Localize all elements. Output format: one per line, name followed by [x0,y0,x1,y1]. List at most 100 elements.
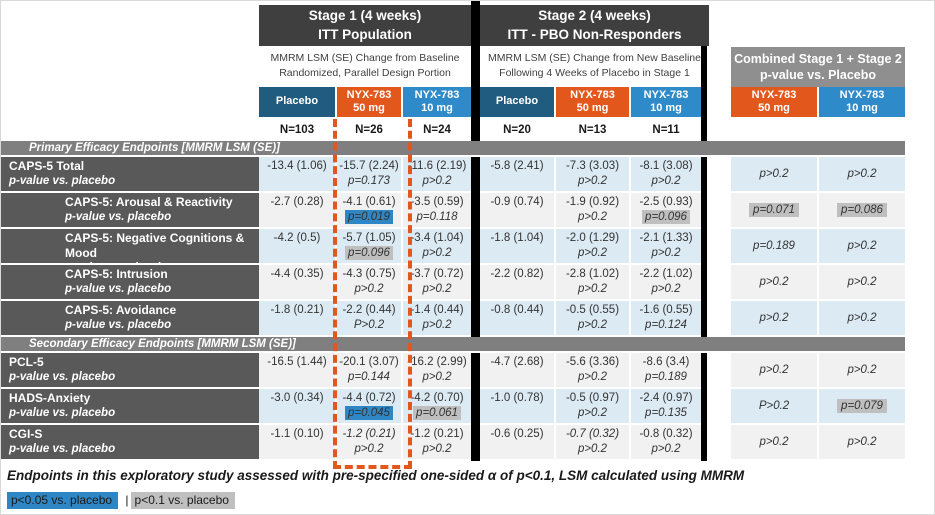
column-gap [707,193,731,229]
lsm-value: -8.1 (3.08) [639,160,693,172]
legend-separator: | [125,493,129,507]
column-header-stage2-nyx50: NYX-783 50 mg [556,87,629,117]
value-cell: -3.5 (0.59) p=0.118 [403,193,471,229]
p-value: p>0.2 [577,247,608,259]
value-cell: -16.2 (2.99) p>0.2 [403,353,471,389]
p-value: p>0.2 [651,175,681,187]
value-cell: -5.7 (1.05) p=0.096 [337,229,401,265]
p-value: p=0.189 [753,240,795,252]
p-value: p>0.2 [422,371,452,383]
stage1-subnote-line2: Randomized, Parallel Design Portion [279,67,451,79]
stage-divider [471,265,480,301]
lsm-value: -20.1 (3.07) [339,356,399,368]
combined-p-cell: p>0.2 [819,353,905,389]
p-value: p=0.071 [749,203,799,217]
p-value: p>0.2 [354,443,384,455]
column-gap [629,425,631,461]
lsm-value: -3.7 (0.72) [410,268,464,280]
stage-divider [471,353,480,389]
lsm-value: -2.2 (1.02) [639,268,693,280]
stage-divider [701,265,707,301]
endpoint-name: CAPS-5: Negative Cognitions & Mood [65,231,245,260]
column-gap [554,389,556,425]
value-cell: -20.1 (3.07) p=0.144 [337,353,401,389]
stage-divider [701,301,707,337]
column-header-combined-nyx10: NYX-783 10 mg [819,87,905,117]
legend: p<0.05 vs. placebo | p<0.1 vs. placebo [7,492,235,509]
lsm-value: -0.9 (0.74) [490,196,544,208]
lsm-value: -2.5 (0.93) [639,196,693,208]
stage-divider [701,389,707,425]
column-header-stage1-placebo: Placebo [259,87,335,117]
p-value: p=0.019 [345,210,393,224]
p-value: p>0.2 [651,443,681,455]
column-header-stage1-nyx50: NYX-783 50 mg [337,87,401,117]
column-gap [554,229,556,265]
column-gap [817,193,819,229]
stage2-subnote: MMRM LSM (SE) Change from New Baseline F… [480,49,709,83]
value-cell: -1.2 (0.21) p>0.2 [337,425,401,461]
p-value: p>0.2 [847,312,877,324]
column-gap [817,353,819,389]
p-value: p>0.2 [577,443,608,455]
column-gap [629,301,631,337]
p-value: p>0.2 [759,436,789,448]
lsm-value: -0.6 (0.25) [490,428,544,440]
lsm-value: -1.2 (0.21) [342,428,396,440]
column-header-stage2-nyx10: NYX-783 10 mg [631,87,701,117]
lsm-value: -8.6 (3.4) [642,356,690,368]
column-header-combined-nyx50: NYX-783 50 mg [731,87,817,117]
value-cell: -4.3 (0.75) p>0.2 [337,265,401,301]
p-value: p>0.2 [354,283,384,295]
value-cell: -13.4 (1.06) [259,157,335,193]
column-gap [817,425,819,461]
lsm-value: -0.8 (0.44) [490,304,544,316]
combined-p-cell: p>0.2 [731,265,817,301]
combined-p-cell: P>0.2 [731,389,817,425]
lsm-value: -3.0 (0.34) [270,392,324,404]
value-cell: -1.4 (0.44) p>0.2 [403,301,471,337]
table-body: Primary Efficacy Endpoints [MMRM LSM (SE… [1,141,905,461]
lsm-value: -11.6 (2.19) [407,160,467,172]
column-gap [707,389,731,425]
column-gap [554,425,556,461]
column-header-stage1-nyx10: NYX-783 10 mg [403,87,471,117]
stage2-subnote-line1: MMRM LSM (SE) Change from New Baseline [488,51,701,64]
endpoint-sublabel: p-value vs. placebo [65,211,172,223]
lsm-value: -2.1 (1.33) [639,232,693,244]
value-cell: -11.6 (2.19) p>0.2 [403,157,471,193]
row-label: CAPS-5: Arousal & Reactivity p-value vs. … [1,193,259,229]
value-cell: -8.6 (3.4) p=0.189 [631,353,701,389]
lsm-value: -5.8 (2.41) [490,160,544,172]
stage1-subnote: MMRM LSM (SE) Change from Baseline Rando… [259,49,471,83]
p-value: p>0.2 [759,364,789,376]
endpoint-sublabel: p-value vs. placebo [9,371,116,383]
lsm-value: -4.2 (0.5) [273,232,321,244]
column-gap [554,353,556,389]
column-gap [629,265,631,301]
endpoint-name: CGI-S [9,427,43,441]
value-cell: -0.5 (0.55) p>0.2 [556,301,629,337]
p-value: p>0.2 [577,175,608,187]
p-value: p=0.124 [645,319,687,331]
column-gap [707,301,731,337]
value-cell: -1.6 (0.55) p=0.124 [631,301,701,337]
column-gap [554,301,556,337]
lsm-value: -4.4 (0.35) [270,268,324,280]
lsm-value: -5.6 (3.36) [565,356,620,368]
combined-p-cell: p>0.2 [731,157,817,193]
value-cell: -4.4 (0.35) [259,265,335,301]
n-count-stage2-nyx10: N=11 [652,124,680,136]
value-cell: -4.2 (0.5) [259,229,335,265]
endpoint-sublabel: p-value vs. placebo [65,319,172,331]
value-cell: -5.8 (2.41) [480,157,554,193]
column-gap [707,265,731,301]
p-value: p=0.135 [645,407,687,419]
value-cell: -4.4 (0.72) p=0.045 [337,389,401,425]
endpoint-name: CAPS-5 Total [9,159,85,173]
lsm-value: -4.7 (2.68) [490,356,544,368]
p-value: p=0.173 [348,175,390,187]
p-value: p=0.096 [345,246,393,260]
p-value: p=0.061 [413,406,461,420]
